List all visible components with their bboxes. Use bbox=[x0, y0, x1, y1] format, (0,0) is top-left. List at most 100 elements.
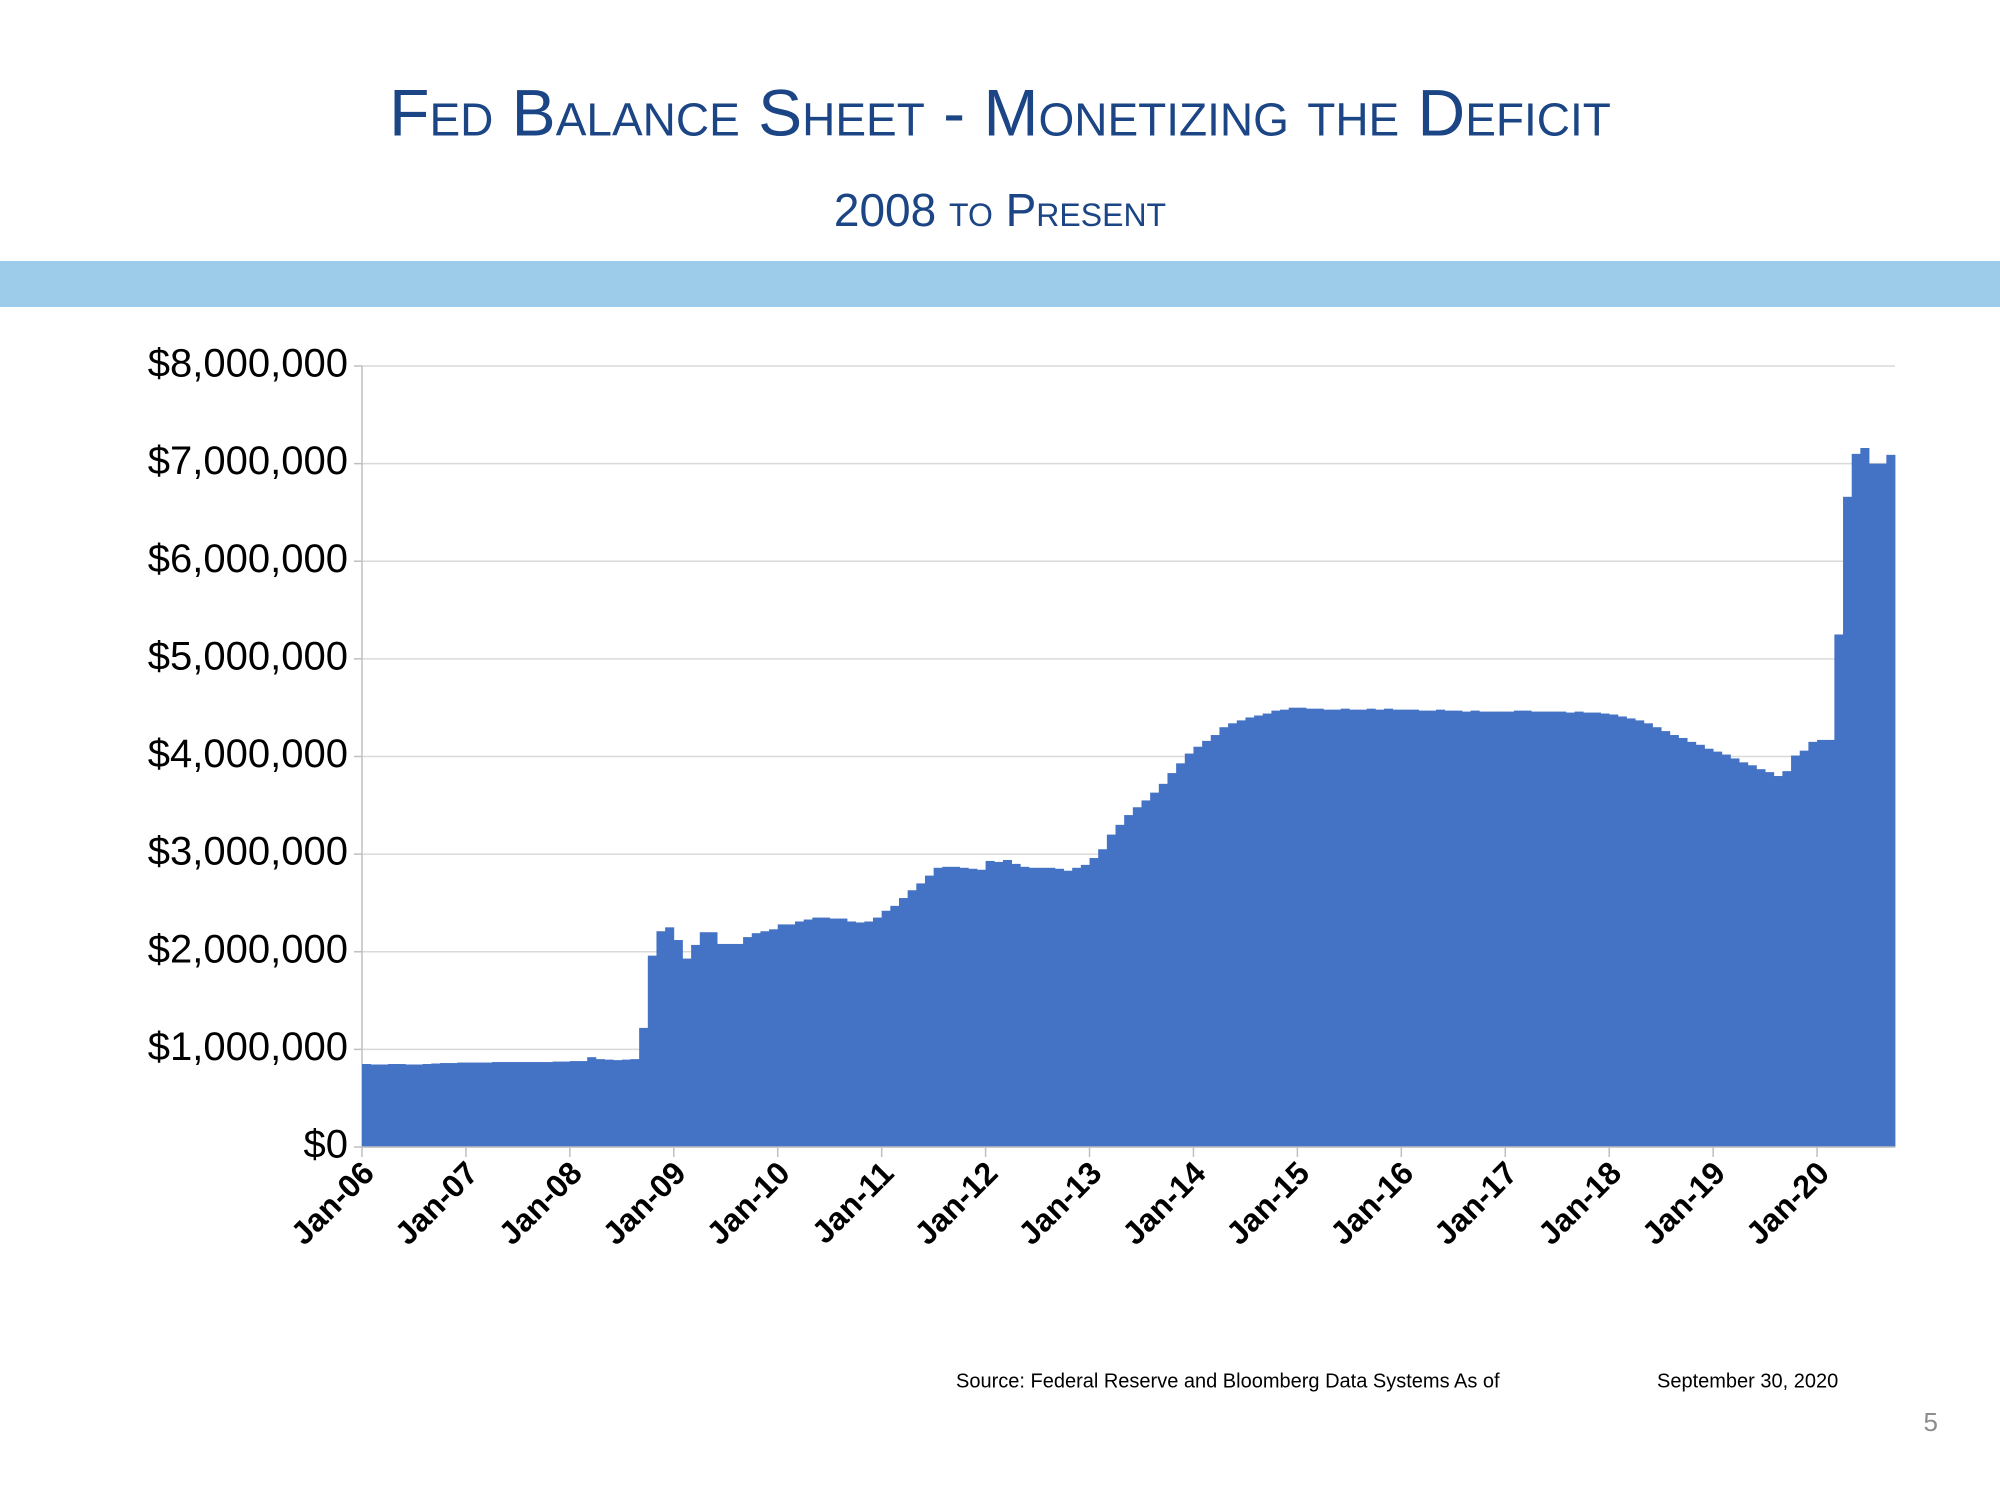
bar bbox=[379, 1064, 389, 1147]
bar bbox=[1713, 751, 1723, 1147]
bar bbox=[387, 1064, 398, 1147]
bar bbox=[950, 866, 961, 1147]
bar bbox=[1886, 454, 1896, 1147]
bar bbox=[873, 917, 883, 1147]
bar bbox=[578, 1061, 588, 1147]
bar bbox=[777, 924, 787, 1147]
bar bbox=[1626, 718, 1636, 1147]
chart-subtitle: 2008 to Present bbox=[834, 184, 1166, 236]
bar bbox=[1332, 709, 1342, 1147]
bar bbox=[1098, 849, 1108, 1147]
bar bbox=[647, 955, 657, 1147]
bar bbox=[769, 929, 779, 1147]
bar bbox=[1843, 496, 1853, 1147]
bar bbox=[621, 1059, 631, 1147]
bar bbox=[1531, 711, 1541, 1147]
y-tick-label: $2,000,000 bbox=[148, 927, 348, 971]
bar bbox=[439, 1063, 450, 1147]
bar bbox=[1210, 735, 1220, 1147]
bar bbox=[1020, 866, 1030, 1147]
bar bbox=[924, 875, 935, 1147]
bar bbox=[1106, 834, 1116, 1147]
bar bbox=[1574, 711, 1584, 1147]
bar bbox=[561, 1061, 571, 1147]
x-tick-label: Jan-18 bbox=[1531, 1154, 1628, 1251]
x-tick-label: Jan-16 bbox=[1323, 1154, 1420, 1251]
bar bbox=[1756, 769, 1766, 1147]
bar bbox=[1435, 709, 1446, 1147]
bar bbox=[1028, 867, 1038, 1147]
bar bbox=[751, 933, 761, 1147]
bar bbox=[1730, 758, 1740, 1147]
bar bbox=[1591, 712, 1601, 1147]
bar bbox=[1409, 709, 1420, 1147]
bar bbox=[691, 944, 701, 1147]
bar bbox=[1721, 754, 1731, 1147]
bar bbox=[916, 883, 926, 1147]
bar bbox=[1539, 711, 1549, 1147]
bar bbox=[1401, 709, 1411, 1147]
bar bbox=[613, 1060, 623, 1147]
bar bbox=[881, 910, 891, 1147]
bar bbox=[847, 921, 857, 1147]
bar bbox=[1072, 867, 1082, 1147]
bar bbox=[1470, 710, 1480, 1147]
bar bbox=[569, 1061, 579, 1147]
x-tick-label: Jan-12 bbox=[907, 1154, 1004, 1251]
bar bbox=[1513, 710, 1523, 1147]
x-tick-label: Jan-14 bbox=[1115, 1154, 1212, 1251]
bar bbox=[976, 869, 986, 1147]
bar bbox=[699, 932, 709, 1147]
bar bbox=[1609, 714, 1619, 1147]
bar bbox=[500, 1062, 510, 1147]
bar bbox=[491, 1062, 501, 1147]
bar bbox=[1600, 713, 1610, 1147]
bar bbox=[1765, 772, 1775, 1147]
y-tick-label: $8,000,000 bbox=[148, 342, 348, 386]
bar bbox=[1834, 634, 1844, 1147]
bar bbox=[812, 917, 822, 1147]
bar bbox=[1132, 807, 1142, 1147]
bar bbox=[1219, 727, 1229, 1147]
bar bbox=[1063, 870, 1073, 1147]
bar bbox=[1565, 712, 1575, 1147]
bar bbox=[1496, 711, 1506, 1147]
bar bbox=[1262, 713, 1272, 1147]
bar bbox=[543, 1062, 553, 1147]
bar bbox=[1054, 868, 1064, 1147]
x-tick-label: Jan-20 bbox=[1739, 1154, 1836, 1251]
bar bbox=[396, 1064, 406, 1147]
bar bbox=[1288, 707, 1298, 1147]
bar bbox=[1297, 707, 1307, 1147]
bar bbox=[1444, 710, 1454, 1147]
bar bbox=[1418, 710, 1428, 1147]
bar bbox=[1202, 740, 1212, 1147]
bar bbox=[994, 861, 1004, 1147]
bar bbox=[457, 1062, 467, 1147]
bar bbox=[907, 890, 917, 1147]
x-tick-label: Jan-15 bbox=[1219, 1154, 1316, 1251]
bar bbox=[1877, 463, 1887, 1147]
bar bbox=[1453, 710, 1463, 1147]
bar bbox=[760, 931, 770, 1147]
chart-title: Fed Balance Sheet - Monetizing the Defic… bbox=[389, 75, 1611, 149]
bar bbox=[1669, 735, 1679, 1147]
bar bbox=[595, 1059, 605, 1147]
bar bbox=[1860, 448, 1870, 1147]
bar bbox=[1704, 748, 1714, 1147]
bar bbox=[1124, 815, 1134, 1147]
bar bbox=[1167, 773, 1177, 1147]
bar bbox=[1080, 864, 1090, 1147]
bar bbox=[1695, 744, 1705, 1147]
x-tick-label: Jan-09 bbox=[596, 1154, 693, 1251]
bar bbox=[1228, 723, 1238, 1147]
x-tick-label: Jan-06 bbox=[284, 1154, 381, 1251]
y-tick-label: $4,000,000 bbox=[148, 732, 348, 776]
x-tick-label: Jan-11 bbox=[805, 1154, 901, 1250]
bar bbox=[1314, 708, 1324, 1147]
bar bbox=[1825, 739, 1835, 1147]
bar bbox=[1687, 741, 1697, 1147]
bar bbox=[1461, 711, 1472, 1147]
bar bbox=[1817, 739, 1827, 1147]
bar bbox=[1851, 453, 1861, 1147]
